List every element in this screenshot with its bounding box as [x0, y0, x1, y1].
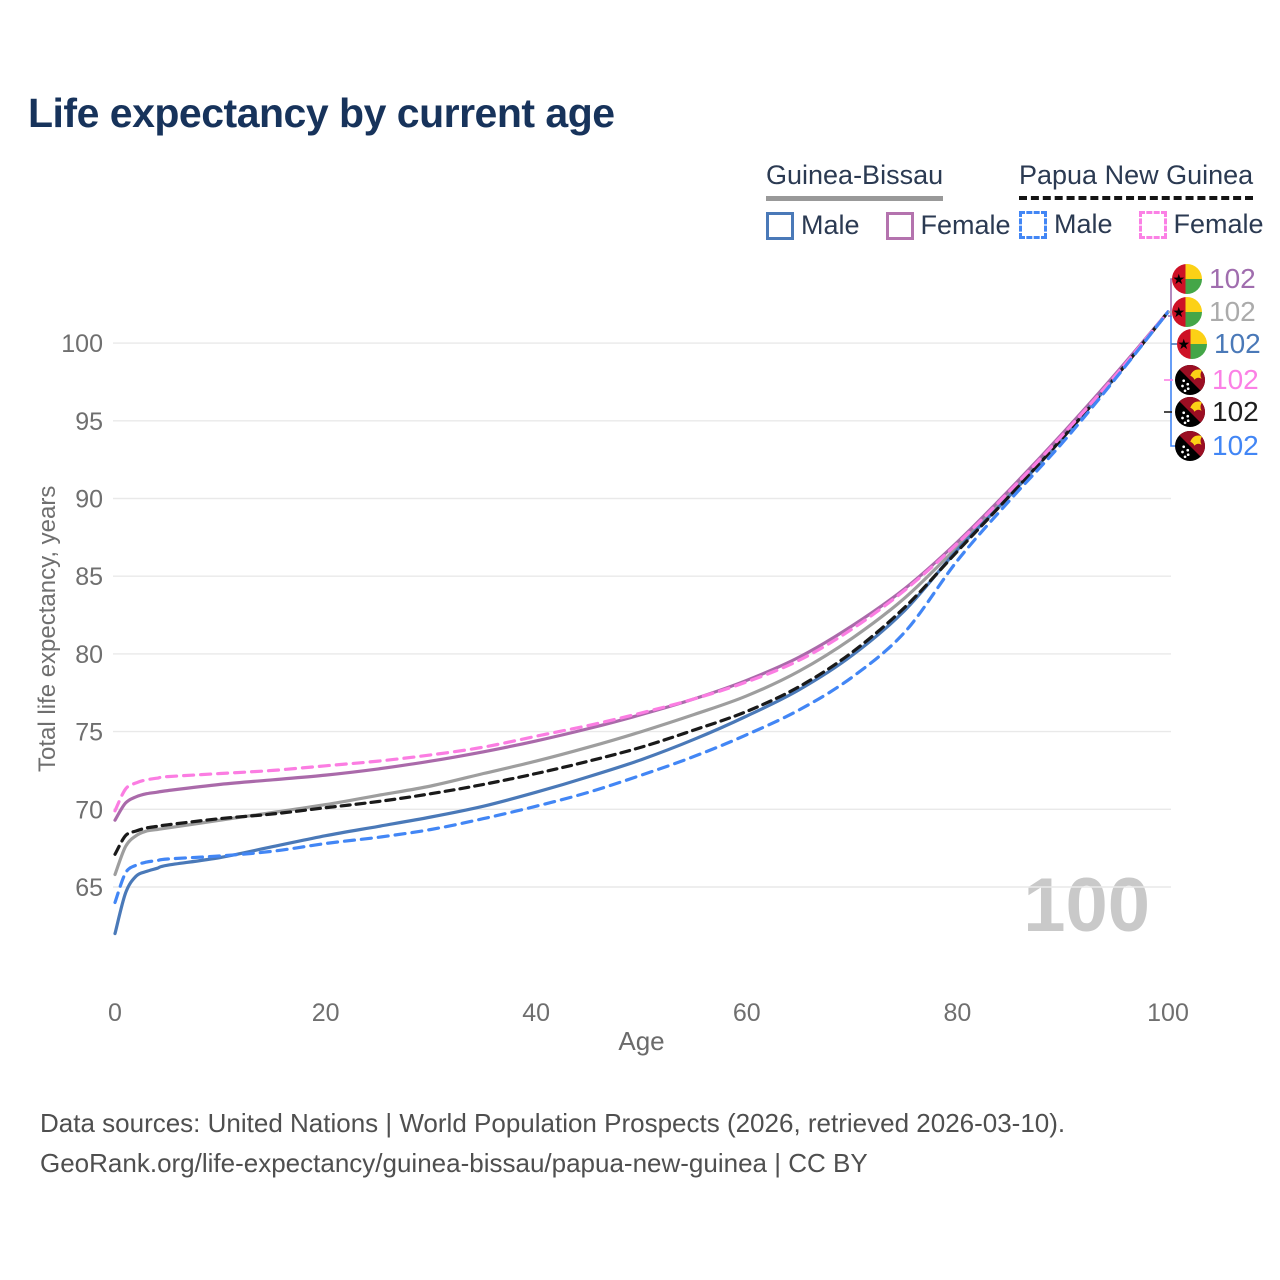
- legend-label-gb-male: Male: [801, 210, 860, 240]
- x-tick-label: 80: [943, 999, 971, 1027]
- legend-label-png-female: Female: [1173, 209, 1264, 239]
- y-tick-label: 95: [75, 408, 103, 436]
- end-value-label: 102: [1214, 328, 1261, 359]
- guinea-bissau-flag-icon: ★: [1172, 297, 1202, 327]
- y-tick-label: 85: [75, 563, 103, 591]
- legend-items-papua-new-guinea: Male Female: [1019, 209, 1264, 240]
- y-tick-label: 100: [61, 330, 103, 358]
- series-line-papua-new-guinea-all[interactable]: [113, 310, 1170, 856]
- legend-items-guinea-bissau: Male Female: [766, 210, 1011, 241]
- x-tick-label: 0: [108, 999, 122, 1027]
- end-value-label: 102: [1212, 364, 1259, 395]
- page-title: Life expectancy by current age: [28, 90, 615, 136]
- leader-line-png-male: [1170, 316, 1175, 447]
- series-line-papua-new-guinea-female[interactable]: [113, 310, 1170, 813]
- y-tick-label: 75: [75, 719, 103, 747]
- legend-label-png-male: Male: [1054, 209, 1113, 239]
- legend-item-png-female[interactable]: Female: [1138, 209, 1264, 240]
- series-line-guinea-bissau-all[interactable]: [113, 310, 1170, 877]
- png-female-swatch-icon: [1138, 210, 1167, 239]
- x-tick-label: 100: [1147, 999, 1189, 1027]
- papua-new-guinea-flag-icon: [1175, 431, 1205, 461]
- legend-item-png-male[interactable]: Male: [1019, 209, 1113, 240]
- guinea-bissau-flag-icon: ★: [1172, 264, 1202, 294]
- papua-new-guinea-flag-icon: [1175, 397, 1205, 427]
- x-tick-label: 20: [312, 999, 340, 1027]
- series-line-guinea-bissau-male[interactable]: [113, 310, 1170, 936]
- legend-group-papua-new-guinea: Papua New Guinea Male Female: [1019, 160, 1264, 240]
- svg-text:★: ★: [1172, 272, 1185, 288]
- gb-female-swatch-icon: [885, 211, 914, 240]
- svg-text:★: ★: [1177, 337, 1190, 353]
- legend-label-gb-female: Female: [920, 210, 1011, 240]
- guinea-bissau-flag-icon: ★: [1177, 329, 1207, 359]
- legend-group-guinea-bissau: Guinea-Bissau Male Female: [766, 160, 1011, 241]
- legend-country-papua-new-guinea[interactable]: Papua New Guinea: [1019, 160, 1254, 200]
- legend-item-gb-male[interactable]: Male: [766, 210, 860, 241]
- end-value-label: 102: [1209, 296, 1256, 327]
- footer-attribution[interactable]: GeoRank.org/life-expectancy/guinea-bissa…: [40, 1148, 868, 1178]
- y-tick-label: 65: [75, 874, 103, 902]
- gb-male-swatch-icon: [766, 211, 794, 240]
- x-axis-title: Age: [618, 1026, 665, 1056]
- end-value-label: 102: [1212, 396, 1259, 427]
- svg-text:★: ★: [1172, 305, 1185, 321]
- age-counter-watermark: 100: [1023, 863, 1150, 948]
- papua-new-guinea-flag-icon: [1175, 365, 1205, 395]
- legend-country-guinea-bissau[interactable]: Guinea-Bissau: [766, 160, 944, 201]
- y-tick-label: 70: [75, 796, 103, 824]
- end-value-label: 102: [1209, 263, 1256, 294]
- series-line-guinea-bissau-female[interactable]: [113, 310, 1170, 822]
- series-line-papua-new-guinea-male[interactable]: [113, 310, 1170, 905]
- legend-item-gb-female[interactable]: Female: [885, 210, 1011, 241]
- y-tick-label: 80: [75, 641, 103, 669]
- end-value-label: 102: [1212, 430, 1259, 461]
- footer-data-sources: Data sources: United Nations | World Pop…: [40, 1108, 1066, 1138]
- x-tick-label: 60: [733, 999, 761, 1027]
- png-male-swatch-icon: [1019, 210, 1047, 239]
- x-tick-label: 40: [522, 999, 550, 1027]
- y-tick-label: 90: [75, 486, 103, 514]
